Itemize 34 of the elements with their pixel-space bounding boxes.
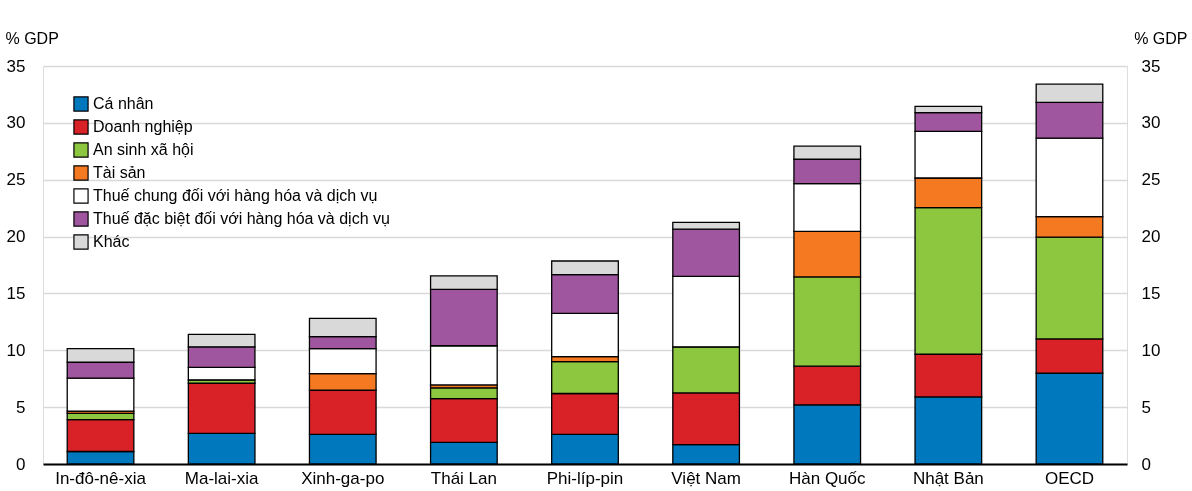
x-tick-label: Hàn Quốc: [788, 468, 866, 488]
y2-tick-label: 35: [1141, 56, 1161, 76]
y2-axis-title: % GDP: [1134, 29, 1188, 47]
x-tick-label: Nhật Bản: [912, 468, 984, 488]
y2-tick-label: 0: [1141, 454, 1151, 474]
legend-label: Khác: [93, 233, 130, 250]
x-tick-label: In-đô-nê-xia: [55, 468, 147, 488]
legend-label: Thuế đặc biệt đối với hàng hóa và dịch vụ: [93, 210, 390, 227]
legend-label: Tài sản: [93, 164, 146, 181]
x-tick-label: Thái Lan: [430, 468, 497, 488]
y-tick-label: 25: [6, 170, 26, 190]
y-tick-label: 5: [16, 397, 26, 417]
x-tick-label: Ma-lai-xia: [184, 468, 260, 488]
y-tick-label: 20: [6, 227, 26, 247]
x-tick-label: Việt Nam: [671, 468, 741, 488]
y2-tick-label: 5: [1141, 397, 1151, 417]
y-tick-label: 10: [6, 340, 26, 360]
legend-label: Cá nhân: [93, 95, 154, 112]
y2-tick-label: 20: [1141, 227, 1161, 247]
y-tick-label: 0: [16, 454, 26, 474]
x-tick-label: OECD: [1044, 468, 1095, 488]
x-tick-label: Xinh-ga-po: [301, 468, 385, 488]
y-axis-title: % GDP: [5, 29, 59, 47]
x-tick-label: Phi-líp-pin: [546, 468, 624, 488]
legend-label: Doanh nghiệp: [93, 118, 193, 135]
y-tick-label: 15: [6, 283, 26, 303]
y2-tick-label: 10: [1141, 340, 1161, 360]
y-tick-label: 35: [6, 56, 26, 76]
legend-label: Thuế chung đối với hàng hóa và dịch vụ: [93, 187, 378, 204]
y2-tick-label: 15: [1141, 283, 1161, 303]
y2-tick-label: 30: [1141, 113, 1161, 133]
y-tick-label: 30: [6, 113, 26, 133]
legend-label: An sinh xã hội: [93, 141, 194, 158]
y2-tick-label: 25: [1141, 170, 1161, 190]
